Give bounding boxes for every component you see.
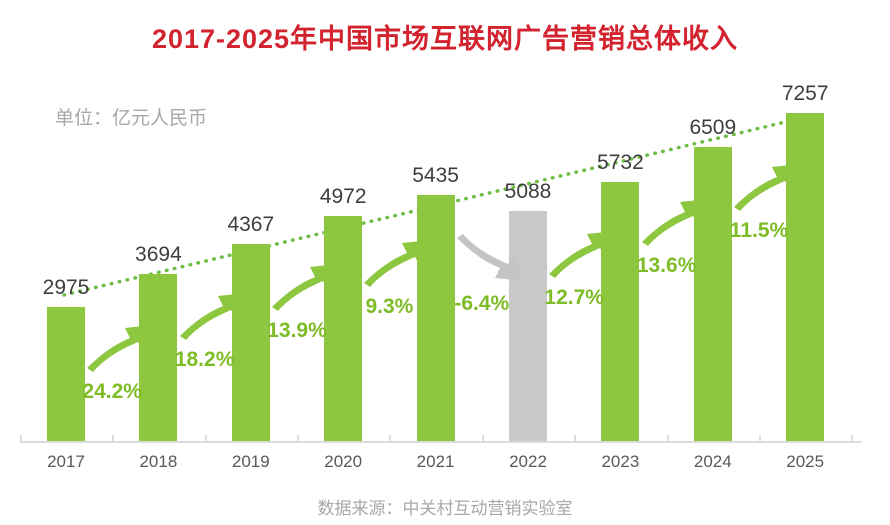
bar-2021 (416, 195, 455, 441)
value-label-2017: 2975 (42, 276, 90, 299)
value-label-2019: 4367 (227, 213, 275, 236)
growth-percent-label: 18.2% (174, 348, 235, 371)
growth-arrow-icon (641, 198, 708, 246)
growth-percent-label: 24.2% (82, 379, 142, 403)
x-axis-label-2025: 2025 (786, 452, 825, 471)
x-axis-tick (851, 435, 854, 441)
x-axis-label-2017: 2017 (47, 452, 85, 471)
bar-2024 (693, 147, 732, 441)
data-source-label: 数据来源：中关村互动营销实验室 (317, 499, 573, 518)
x-axis-label-2021: 2021 (416, 452, 455, 471)
x-axis-tick (759, 435, 761, 441)
x-axis-tick (389, 435, 392, 441)
growth-arrow-icon (549, 230, 616, 278)
x-axis-label-2023: 2023 (601, 452, 640, 471)
growth-percent-label: 11.5% (729, 219, 789, 242)
growth-arrow-icon (87, 324, 154, 372)
value-label-2022: 5088 (504, 180, 552, 203)
growth-percent-label: 13.6% (636, 253, 697, 277)
x-axis-line (20, 441, 862, 443)
chart-title: 2017-2025年中国市场互联网广告营销总体收入 (151, 24, 739, 54)
growth-arrow-icon (734, 164, 800, 211)
growth-percent-label: 13.9% (267, 319, 327, 342)
value-label-2023: 5732 (597, 151, 644, 174)
growth-arrow-icon (179, 293, 246, 340)
value-label-2024: 6509 (689, 116, 737, 139)
decline-arrow-icon (456, 234, 523, 281)
value-label-2020: 4972 (319, 185, 367, 208)
x-axis-tick (481, 435, 484, 441)
x-axis-tick (297, 435, 299, 441)
growth-arrow-icon (272, 264, 338, 311)
x-axis-tick (19, 435, 22, 441)
growth-arrow-icon (364, 239, 431, 287)
bar-2018 (139, 274, 178, 441)
bar-2020 (324, 216, 363, 441)
growth-percent-label: 9.3% (365, 294, 414, 318)
value-label-2025: 7257 (781, 82, 829, 105)
value-label-2018: 3694 (135, 243, 182, 266)
x-axis-label-2018: 2018 (139, 452, 178, 471)
growth-percent-label: 12.7% (544, 285, 604, 309)
growth-percent-label: -6.4% (454, 292, 510, 315)
value-label-2021: 5435 (412, 164, 459, 187)
bar-2017 (47, 307, 85, 441)
x-axis-label-2019: 2019 (231, 452, 270, 471)
bar-2022 (509, 211, 547, 441)
x-axis-label-2024: 2024 (693, 452, 732, 471)
x-axis-tick (204, 435, 207, 441)
x-axis-tick (112, 435, 115, 441)
bar-2023 (601, 182, 640, 441)
x-axis-label-2022: 2022 (509, 452, 547, 471)
x-axis-tick (666, 435, 669, 441)
x-axis-label-2020: 2020 (324, 452, 363, 471)
bar-2019 (231, 244, 270, 441)
x-axis-tick (574, 435, 577, 441)
